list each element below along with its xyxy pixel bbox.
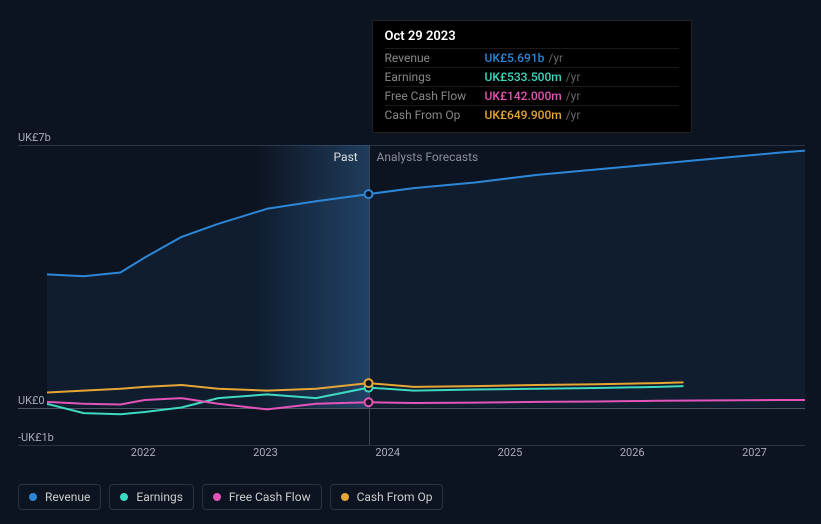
tooltip-row: RevenueUK£5.691b/yr (385, 48, 679, 67)
x-axis-label: 2024 (375, 446, 400, 459)
legend-item-revenue[interactable]: Revenue (18, 484, 101, 510)
tooltip-row-unit: /yr (566, 108, 581, 122)
tooltip-row-unit: /yr (566, 89, 581, 103)
x-axis-label: 2026 (620, 446, 645, 459)
x-axis: 2022 2023 2024 2025 2026 2027 (47, 446, 805, 464)
tooltip-row: Free Cash FlowUK£142.000m/yr (385, 86, 679, 105)
legend-item-cash-from-op[interactable]: Cash From Op (330, 484, 444, 510)
legend-dot-icon (341, 493, 349, 501)
past-region-shade (255, 145, 369, 408)
x-axis-label: 2027 (742, 446, 767, 459)
legend-item-free-cash-flow[interactable]: Free Cash Flow (202, 484, 322, 510)
legend-label: Cash From Op (357, 490, 433, 504)
tooltip-row-unit: /yr (566, 70, 581, 84)
legend-dot-icon (213, 493, 221, 501)
forecast-label: Analysts Forecasts (377, 150, 479, 164)
past-forecast-divider (369, 145, 370, 445)
tooltip-row-unit: /yr (548, 51, 563, 65)
tooltip-row-value: UK£649.900m (485, 108, 562, 122)
legend-label: Revenue (45, 490, 90, 504)
tooltip-row-value: UK£142.000m (485, 89, 562, 103)
tooltip-row-value: UK£533.500m (485, 70, 562, 84)
x-axis-label: 2022 (131, 446, 156, 459)
tooltip-row-label: Cash From Op (385, 108, 485, 122)
tooltip: Oct 29 2023 RevenueUK£5.691b/yrEarningsU… (372, 20, 692, 133)
tooltip-date: Oct 29 2023 (385, 29, 679, 48)
legend-label: Earnings (136, 490, 183, 504)
y-axis-label: UK£7b (18, 131, 51, 144)
legend: Revenue Earnings Free Cash Flow Cash From O… (18, 484, 443, 510)
tooltip-row: EarningsUK£533.500m/yr (385, 67, 679, 86)
x-axis-label: 2025 (498, 446, 523, 459)
tooltip-row: Cash From OpUK£649.900m/yr (385, 105, 679, 124)
x-axis-label: 2023 (253, 446, 278, 459)
legend-label: Free Cash Flow (229, 490, 311, 504)
chart-container: { "chart": { "type": "line", "background… (0, 0, 821, 524)
legend-item-earnings[interactable]: Earnings (109, 484, 194, 510)
tooltip-row-label: Revenue (385, 51, 485, 65)
legend-dot-icon (120, 493, 128, 501)
tooltip-row-value: UK£5.691b (485, 51, 545, 65)
tooltip-row-label: Free Cash Flow (385, 89, 485, 103)
legend-dot-icon (29, 493, 37, 501)
tooltip-row-label: Earnings (385, 70, 485, 84)
past-label: Past (334, 150, 358, 164)
gridline (18, 408, 805, 409)
y-axis-label: UK£0 (18, 394, 45, 407)
y-axis-label: -UK£1b (18, 431, 54, 444)
